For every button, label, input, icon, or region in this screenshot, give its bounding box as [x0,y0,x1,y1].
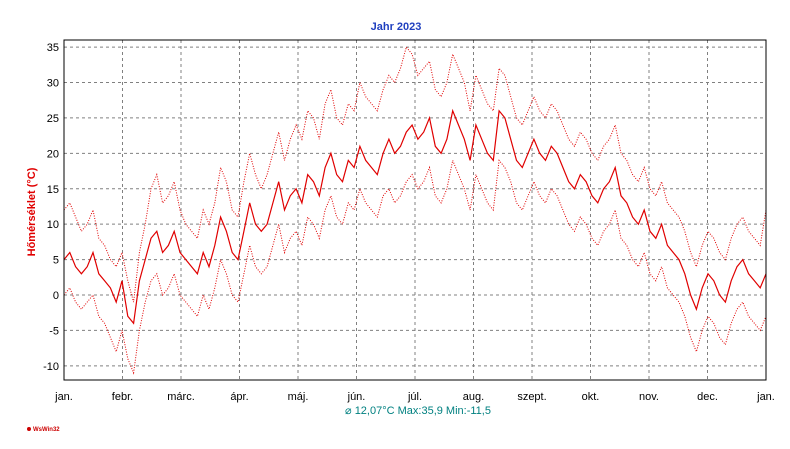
stats-readout: ⌀ 12,07°C Max:35,9 Min:-11,5 [345,405,491,417]
y-tick-label: 15 [47,184,59,196]
x-tick-label: aug. [463,391,484,403]
y-tick-label: -5 [49,325,59,337]
series-line-range-2 [63,158,767,375]
x-tick-label: szept. [517,391,546,403]
series-line-avg [63,108,767,325]
x-tick-label: nov. [639,391,659,403]
chart-title: Jahr 2023 [371,21,422,33]
y-tick-label: 20 [47,148,59,160]
y-tick-label: 25 [47,113,59,125]
x-tick-label: júl. [407,391,422,403]
x-tick-label: okt. [582,391,600,403]
x-tick-labels: jan. febr. márc. ápr. máj. jún. júl. aug. szept.… [54,391,775,403]
y-tick-label: 10 [47,219,59,231]
series-group [63,46,767,375]
x-tick-label: máj. [288,391,309,403]
x-tick-label: jún. [347,391,366,403]
y-axis-label: Hőmérséklet (°C) [26,167,38,256]
x-tick-label: jan. [54,391,73,403]
x-tick-label: febr. [112,391,133,403]
logo-text: WsWin32 [33,427,60,433]
y-tick-label: 30 [47,78,59,90]
y-tick-label: 35 [47,42,59,54]
grid [64,40,766,380]
plot-frame [63,39,767,381]
y-tick-label: -10 [43,361,59,373]
series-line-range-1 [63,46,767,303]
y-tick-labels: 35 30 25 20 15 10 5 0 -5 -10 [43,42,59,373]
x-tick-label: ápr. [230,391,248,403]
x-tick-label: dec. [697,391,718,403]
x-tick-label: márc. [167,391,195,403]
y-tick-label: 5 [53,255,59,267]
logo-icon [27,427,31,431]
x-tick-label: jan. [756,391,775,403]
y-tick-label: 0 [53,290,59,302]
